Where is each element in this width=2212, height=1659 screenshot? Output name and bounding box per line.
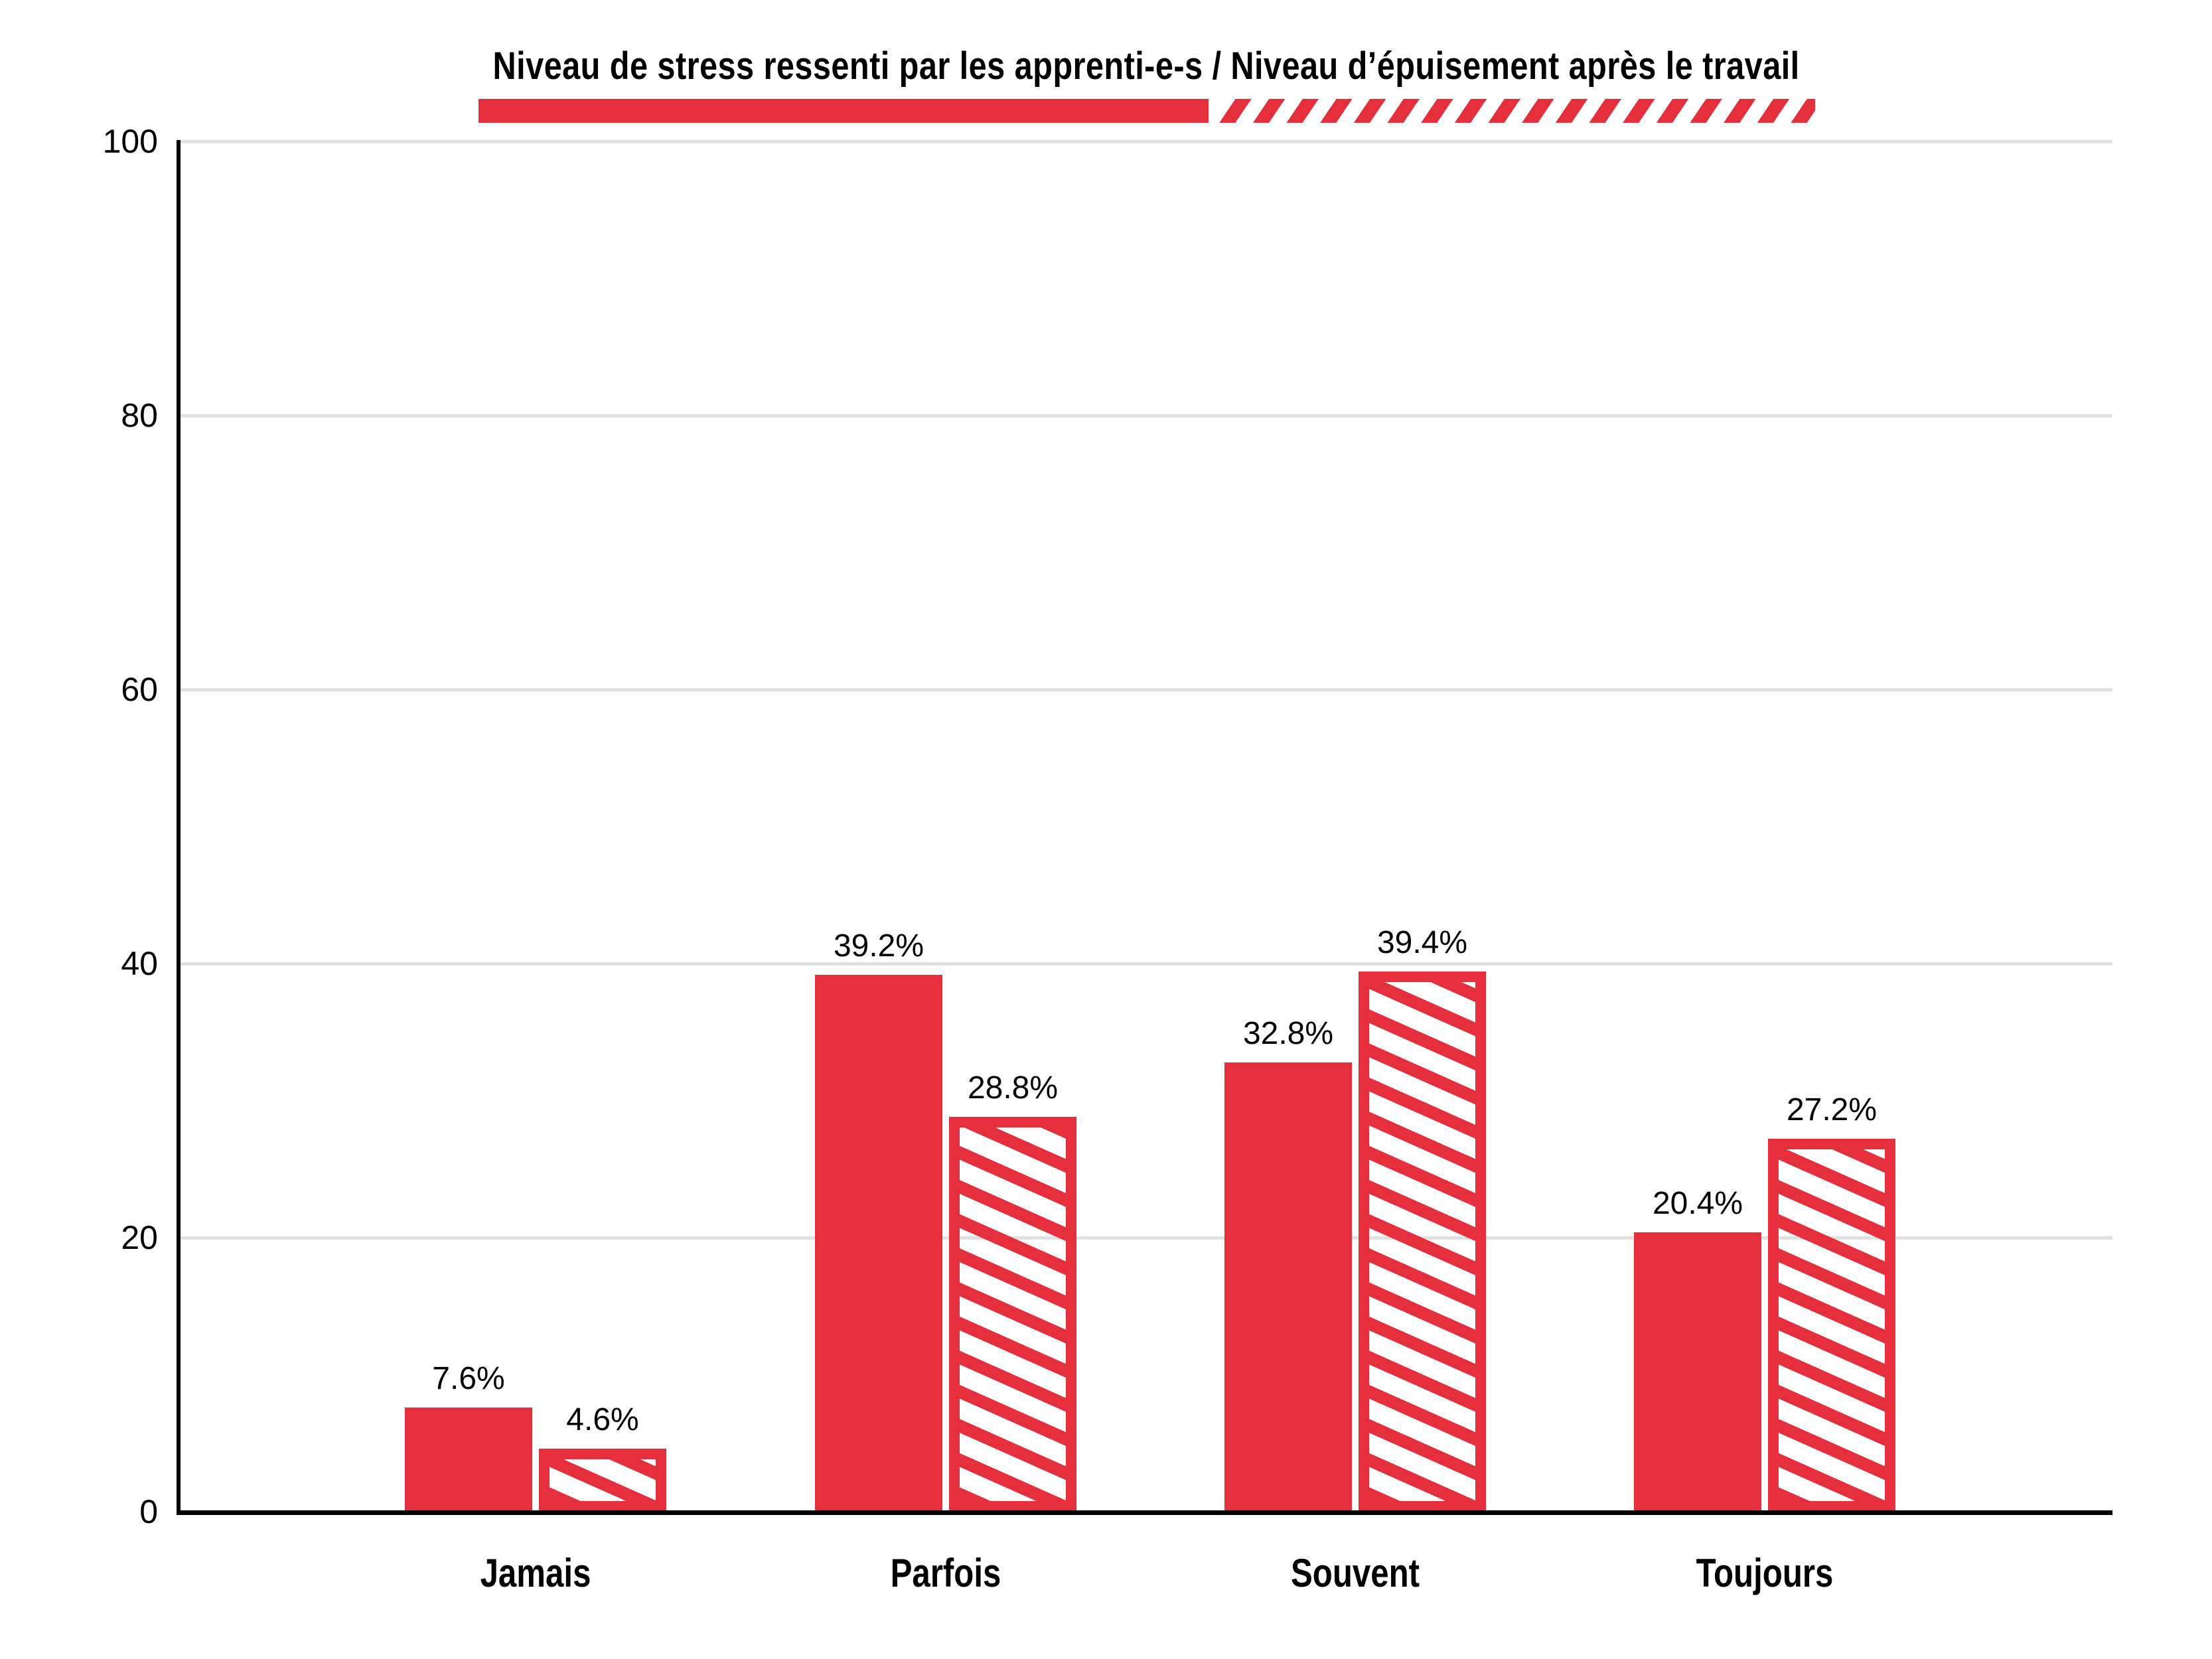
y-tick-label: 80: [121, 397, 158, 434]
bar-value-label: 28.8%: [967, 1070, 1059, 1106]
chart-title: Niveau de stress ressenti par les appren…: [492, 44, 1801, 88]
y-tick-label: 20: [121, 1219, 158, 1256]
category-label-parfois: Parfois: [890, 1551, 1001, 1595]
bar-hatched-souvent: [1359, 972, 1486, 1512]
bar-value-label: 32.8%: [1242, 1016, 1334, 1051]
x-axis-line: [177, 1510, 2112, 1515]
category-label-jamais: Jamais: [480, 1551, 591, 1595]
gridline: [181, 688, 2112, 691]
bar-value-label: 27.2%: [1786, 1092, 1878, 1127]
bar-solid-jamais: [405, 1407, 532, 1512]
gridline: [181, 414, 2112, 417]
bar-hatched-toujours: [1768, 1139, 1895, 1512]
y-axis-line: [177, 140, 181, 1515]
chart-legend: [478, 99, 1815, 123]
gridline: [181, 140, 2112, 143]
bar-hatched-jamais: [539, 1449, 666, 1512]
bar-solid-toujours: [1634, 1232, 1761, 1512]
legend-swatch-hatched-series: [1217, 99, 1815, 123]
bar-value-label: 4.6%: [566, 1402, 639, 1437]
bar-value-label: 20.4%: [1652, 1186, 1743, 1221]
category-label-souvent: Souvent: [1290, 1551, 1420, 1595]
category-label-toujours: Toujours: [1696, 1551, 1834, 1595]
bar-solid-souvent: [1224, 1062, 1352, 1512]
legend-swatch-solid-series: [478, 99, 1209, 123]
bar-value-label: 7.6%: [432, 1361, 505, 1396]
gridline: [181, 1236, 2112, 1240]
gridline: [181, 962, 2112, 966]
y-tick-label: 100: [102, 123, 158, 160]
y-tick-label: 40: [121, 945, 158, 982]
chart-header: Niveau de stress ressenti par les appren…: [181, 44, 2112, 123]
bar-solid-parfois: [815, 975, 942, 1512]
bar-value-label: 39.4%: [1376, 925, 1468, 960]
bar-value-label: 39.2%: [833, 928, 924, 964]
y-tick-label: 0: [139, 1493, 158, 1530]
bar-hatched-parfois: [949, 1117, 1076, 1512]
y-tick-label: 60: [121, 671, 158, 708]
